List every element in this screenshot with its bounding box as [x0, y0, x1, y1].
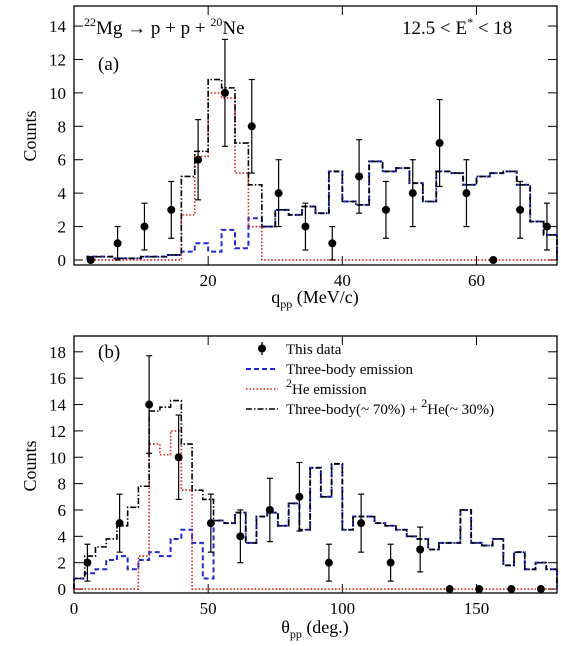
tick-marks — [73, 336, 557, 593]
y-tick-label: 2 — [58, 554, 67, 573]
legend-item-mixed: Three-body(~ 70%) + 2He(~ 30%) — [246, 396, 494, 418]
data-point — [475, 585, 484, 594]
series-he2 — [87, 92, 557, 261]
x-tick-label: 20 — [200, 271, 217, 290]
y-tick-label: 6 — [58, 501, 67, 520]
data-point — [206, 519, 215, 528]
data-point — [247, 122, 256, 131]
y-tick-label: 0 — [58, 580, 67, 599]
x-axis-title: qpp (MeV/c) — [271, 287, 358, 311]
series-mixed — [86, 78, 558, 260]
data-point — [194, 155, 203, 164]
legend-label-three-body: Three-body emission — [286, 362, 414, 378]
data-point — [355, 172, 364, 181]
data-point — [462, 189, 471, 198]
y-tick-label: 12 — [49, 422, 66, 441]
data-point — [516, 205, 525, 214]
legend-label-mixed: Three-body(~ 70%) + 2He(~ 30%) — [286, 396, 494, 418]
data-point — [274, 189, 283, 198]
x-tick-label: 100 — [330, 599, 356, 618]
x-tick-label: 60 — [468, 271, 485, 290]
data-point — [381, 205, 390, 214]
data-point — [295, 492, 304, 501]
data-point — [86, 255, 95, 264]
data-point — [324, 558, 333, 567]
panel-b: 0 50 100 150 0 2 4 6 8 10 12 14 16 18 Counts θpp (deg… — [20, 335, 558, 641]
legend-label-he2: 2He emission — [286, 376, 367, 398]
x-tick-label: 50 — [200, 599, 217, 618]
data-point — [174, 453, 183, 462]
panel-label-a: (a) — [98, 54, 119, 75]
y-axis-title: Counts — [20, 110, 40, 161]
plot-frame — [73, 335, 558, 594]
y-tick-label: 14 — [49, 396, 67, 415]
data-point — [408, 189, 417, 198]
y-tick-label: 12 — [49, 50, 66, 69]
data-point — [167, 205, 176, 214]
plot-frame — [73, 5, 558, 266]
legend: This data Three-body emission 2He emissi… — [246, 342, 494, 418]
data-point — [115, 519, 124, 528]
tick-labels: 0 50 100 150 0 2 4 6 8 10 12 14 16 18 — [49, 343, 489, 618]
y-tick-label: 10 — [49, 84, 66, 103]
series-mixed — [73, 399, 558, 590]
data-point — [145, 400, 154, 409]
series-three_body — [73, 462, 558, 590]
data-point — [236, 532, 245, 541]
series-three_body — [86, 160, 558, 260]
data-point — [435, 139, 444, 148]
x-tick-label: 0 — [70, 599, 79, 618]
series-he2 — [74, 430, 557, 590]
x-tick-label: 150 — [464, 599, 490, 618]
data-point — [489, 255, 498, 264]
data-point — [328, 239, 337, 248]
x-tick-label: 40 — [334, 271, 351, 290]
data-points-layer — [83, 355, 545, 594]
data-point — [83, 558, 92, 567]
y-tick-label: 6 — [58, 151, 67, 170]
legend-marker-point — [258, 344, 266, 353]
y-tick-label: 4 — [58, 527, 67, 546]
y-tick-label: 18 — [49, 343, 66, 362]
data-point — [265, 505, 274, 514]
series-layer — [86, 78, 558, 261]
tick-labels: 20 40 60 0 2 4 6 8 10 12 14 — [49, 17, 485, 290]
y-tick-label: 14 — [49, 17, 67, 36]
reaction-label: 22Mg → p + p + 20Ne — [84, 15, 245, 39]
data-point — [386, 558, 395, 567]
data-point — [416, 545, 425, 554]
y-axis-title: Counts — [20, 440, 40, 491]
legend-item-data: This data — [258, 342, 342, 358]
legend-item-he2: 2He emission — [246, 376, 367, 398]
data-point — [357, 519, 366, 528]
data-point — [220, 88, 229, 97]
y-tick-label: 8 — [58, 475, 67, 494]
data-points-layer — [86, 38, 551, 264]
y-tick-label: 10 — [49, 448, 66, 467]
data-point — [542, 222, 551, 231]
y-tick-label: 4 — [58, 184, 67, 203]
data-point — [507, 585, 516, 594]
panel-label-b: (b) — [98, 342, 120, 363]
data-point — [445, 585, 454, 594]
energy-range-label: 12.5 < E* < 18 — [402, 15, 512, 39]
y-tick-label: 0 — [58, 251, 67, 270]
x-axis-title: θpp (deg.) — [281, 617, 349, 641]
data-point — [301, 222, 310, 231]
data-point — [140, 222, 149, 231]
legend-item-three-body: Three-body emission — [246, 362, 414, 378]
y-tick-label: 8 — [58, 117, 67, 136]
series-layer — [73, 399, 558, 590]
data-point — [113, 239, 122, 248]
y-tick-label: 2 — [58, 218, 67, 237]
legend-label-data: This data — [286, 342, 342, 358]
data-point — [536, 585, 545, 594]
y-tick-label: 16 — [49, 369, 66, 388]
panel-a: 20 40 60 0 2 4 6 8 10 12 14 Counts qpp (MeV/c) 22M… — [20, 5, 558, 311]
